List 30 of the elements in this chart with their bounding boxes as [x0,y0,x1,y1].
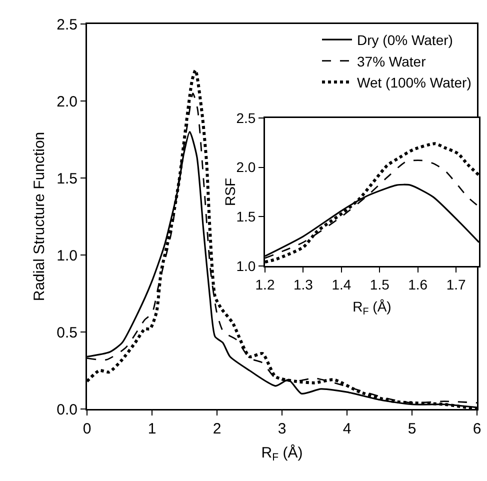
y-tick-label: 2.5 [56,16,78,34]
y-axis-title: RSF [222,178,238,206]
x-tick-label: 5 [408,420,416,438]
x-tick-label: 2 [212,420,222,438]
y-tick-label: 1.5 [236,208,256,225]
y-tick-label: 2.0 [236,159,256,176]
x-tick-label: 1.4 [332,276,352,292]
x-tick-label: 1.2 [255,276,275,292]
y-tick-label: 1.0 [236,258,256,274]
y-tick-label: 0.5 [56,324,78,342]
x-tick-label: 4 [342,420,352,438]
y-tick-label: 1.5 [56,170,78,188]
y-tick-label: 2.5 [236,110,256,126]
x-tick-label: 6 [472,420,482,438]
x-tick-label: 1.6 [408,276,428,292]
x-tick-label: 1.5 [370,276,390,292]
y-tick-label: 2.0 [56,93,78,110]
y-axis-title: Radial Structure Function [31,132,48,302]
legend-label: 37% Water [357,53,426,70]
x-tick-label: 1.7 [446,276,466,292]
x-tick-label: 0 [82,420,92,438]
x-tick-label: 3 [278,420,286,438]
y-tick-label: 0.0 [56,401,78,418]
x-tick-label: 1.3 [293,276,314,292]
x-axis-title: R$_{F}$ (Å) [352,298,392,318]
x-tick-label: 1 [148,420,156,438]
legend-label: Dry (0% Water) [357,32,453,48]
y-tick-label: 1.0 [56,247,78,264]
legend-label: Wet (100% Water) [357,74,472,90]
x-axis-title: R$_{F}$ (Å) [261,443,303,464]
